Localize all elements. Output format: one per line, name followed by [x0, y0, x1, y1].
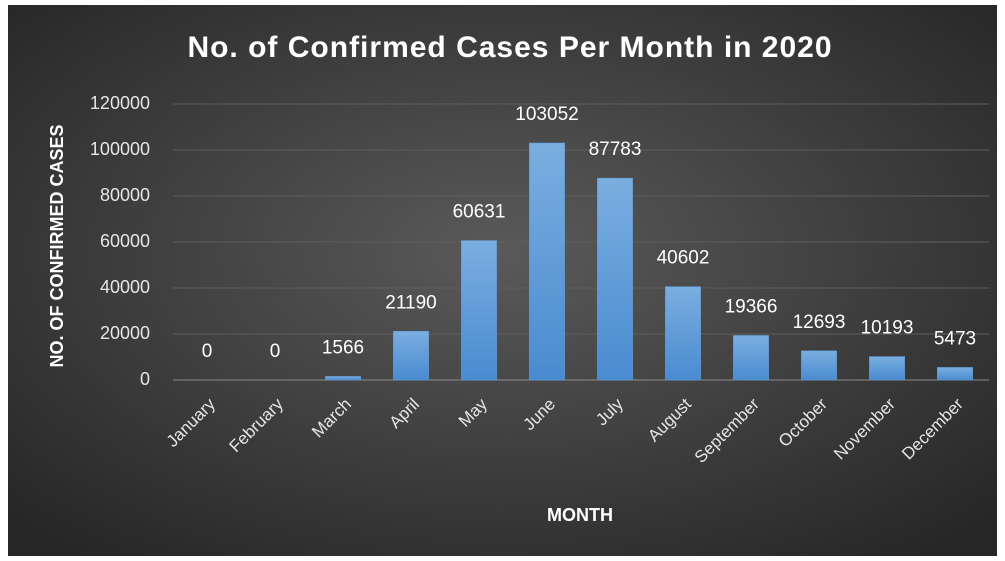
bar — [937, 367, 973, 381]
data-label: 0 — [270, 341, 281, 362]
data-label: 1566 — [322, 337, 364, 358]
bar — [461, 240, 497, 381]
bar — [393, 331, 429, 381]
data-label: 40602 — [657, 248, 710, 269]
y-axis-title: NO. OF CONFIRMED CASES — [47, 124, 67, 367]
x-axis-title: MONTH — [547, 505, 613, 525]
data-label: 5473 — [934, 328, 976, 349]
bar — [665, 286, 701, 381]
chart-title: No. of Confirmed Cases Per Month in 2020 — [187, 31, 832, 64]
data-label: 103052 — [515, 104, 578, 125]
chart-background — [8, 5, 997, 556]
data-label: 10193 — [861, 318, 914, 339]
data-label: 60631 — [453, 202, 506, 223]
bar — [529, 142, 565, 381]
data-label: 0 — [202, 341, 213, 362]
y-tick-label: 120000 — [90, 93, 150, 113]
y-tick-label: 80000 — [100, 185, 150, 205]
bar — [325, 376, 361, 381]
bar — [801, 350, 837, 381]
bar — [733, 335, 769, 381]
y-tick-label: 40000 — [100, 277, 150, 297]
y-tick-label: 0 — [140, 369, 150, 389]
data-label: 21190 — [385, 292, 436, 313]
bar — [869, 356, 905, 381]
data-label: 12693 — [793, 312, 846, 333]
data-label: 19366 — [725, 296, 778, 317]
data-label: 87783 — [589, 139, 642, 160]
y-tick-label: 20000 — [100, 323, 150, 343]
y-tick-label: 60000 — [100, 231, 150, 251]
bar — [597, 177, 633, 381]
y-tick-label: 100000 — [90, 139, 150, 159]
